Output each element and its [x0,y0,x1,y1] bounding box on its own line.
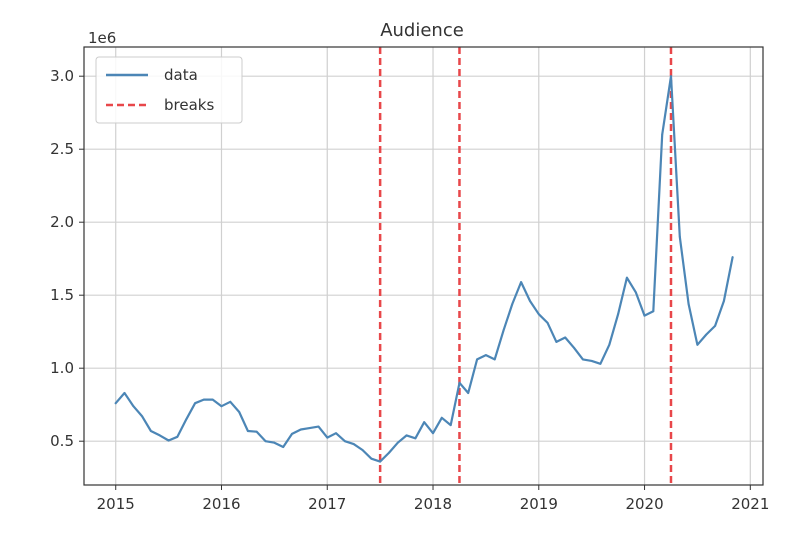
data-point [687,303,690,305]
grid-lines [84,47,763,485]
series-lines [114,75,734,463]
data-point [202,398,205,401]
data-point [255,430,258,433]
data-point [493,358,496,361]
data-point [599,362,602,365]
data-point [661,133,664,136]
data-point [352,443,355,445]
y-offset-text: 1e6 [88,29,116,47]
x-tick-label: 2020 [625,495,663,513]
data-point [511,303,514,305]
data-point [432,432,434,435]
x-tick-label: 2017 [308,495,346,513]
data-point [440,416,443,419]
data-point [379,460,381,463]
legend-box [95,56,243,124]
data-point [194,402,197,405]
x-tick-label: 2021 [731,495,769,513]
data-point [529,300,531,302]
data-point [502,329,505,332]
data-point [476,358,478,361]
data-point [573,346,575,349]
data-point [370,457,373,460]
data-point [670,75,672,78]
y-tick-label: 2.0 [50,213,74,231]
data-point [608,343,611,346]
chart-title: Audience [380,20,464,41]
data-point [176,435,179,438]
x-tick-label: 2015 [97,495,135,513]
legend-breaks-label: breaks [164,96,214,114]
axis-ticks: 2015 2016 2017 2018 2019 2020 2021 0.5 1.0 1.5 2.0… [50,67,769,513]
data-point [731,256,734,259]
data-point [220,405,223,408]
data-point [537,313,540,316]
data-point [723,300,725,302]
data-point [238,411,241,413]
data-point [335,432,337,435]
data-point [141,415,144,418]
data-point [344,440,346,443]
data-point [211,398,214,401]
data-point [361,449,364,451]
x-tick-label: 2016 [202,495,240,513]
data-point [247,430,249,432]
data-point [158,434,161,437]
data-point [617,313,619,316]
y-tick-label: 1.0 [50,359,74,377]
data-point [582,358,584,361]
break-lines [378,47,673,485]
data-point [291,433,293,435]
data-point [643,314,646,317]
data-point [467,392,470,394]
y-tick-label: 3.0 [50,67,74,85]
data-point [396,441,399,444]
data-point [555,341,558,343]
data-point [167,439,170,442]
data-point [626,276,628,279]
y-tick-label: 0.5 [50,432,74,450]
data-point [229,400,232,403]
data-point [123,392,126,394]
legend: data breaks [95,56,243,124]
data-point [282,446,285,448]
data-point [150,430,152,432]
data-point [546,322,549,324]
data-point [264,440,267,443]
data-point [326,436,329,439]
data-point [564,336,567,339]
data-point [317,425,320,428]
x-tick-label: 2018 [414,495,452,513]
data-point [590,360,593,362]
data-point [388,452,390,454]
data-point [520,281,522,283]
data-point [308,427,311,429]
data-point [405,434,408,437]
data-point [414,437,417,440]
data-point [652,310,655,313]
data-point [299,428,302,431]
data-point [132,405,135,408]
data-point [449,424,452,426]
y-tick-label: 1.5 [50,286,74,304]
data-point [458,381,461,384]
data-point [185,418,188,421]
y-tick-label: 2.5 [50,140,74,158]
data-point [485,354,487,356]
data-point [678,235,681,238]
data-point [273,441,276,444]
data-point [696,343,699,346]
plot-frame [83,46,764,486]
data-point [634,291,637,294]
data-point [114,402,117,405]
legend-data-label: data [164,66,198,84]
x-tick-label: 2019 [520,495,558,513]
data-point [714,325,716,327]
data-point [423,421,426,424]
data-point [705,333,708,336]
